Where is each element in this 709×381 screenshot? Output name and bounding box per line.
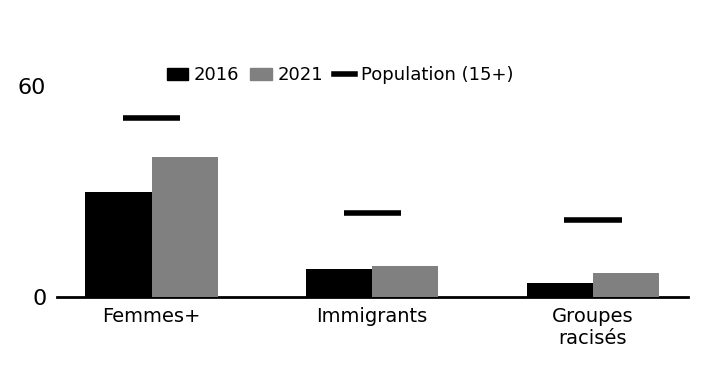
Bar — [527, 283, 593, 297]
Bar — [372, 266, 438, 297]
Bar — [85, 192, 152, 297]
Legend: 2016, 2021, Population (15+): 2016, 2021, Population (15+) — [167, 66, 513, 84]
Bar — [152, 157, 218, 297]
Bar — [306, 269, 372, 297]
Bar — [593, 272, 659, 297]
